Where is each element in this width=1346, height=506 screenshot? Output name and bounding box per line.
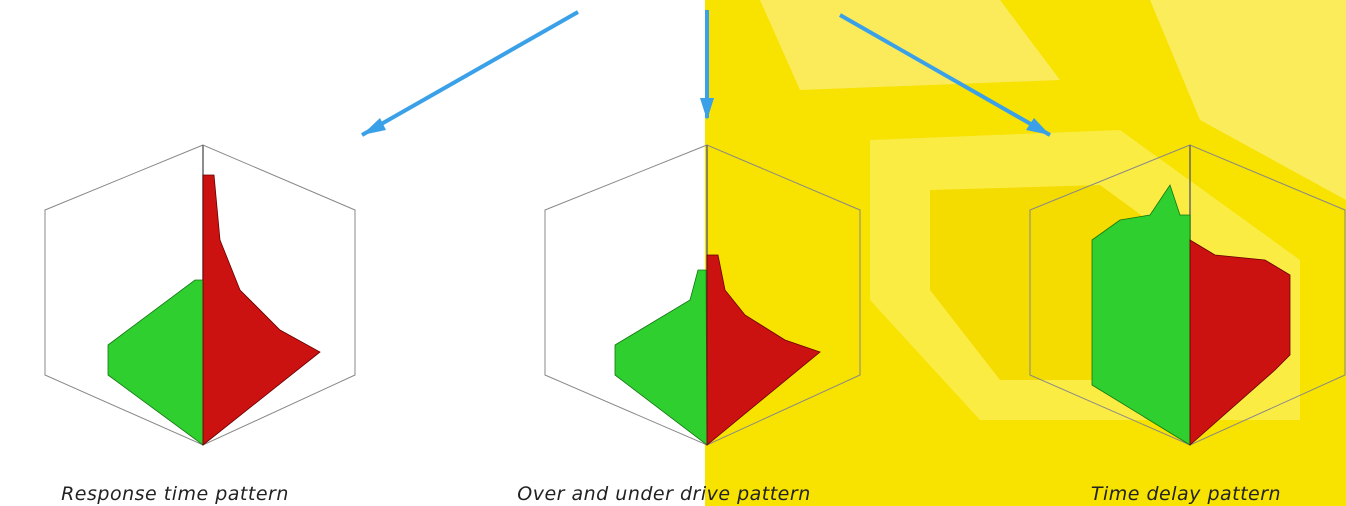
background-photo: [705, 0, 1346, 506]
arrow: [362, 12, 578, 135]
caption: Response time pattern: [61, 483, 289, 505]
caption: Over and under drive pattern: [517, 483, 810, 505]
green-bars: [108, 280, 203, 445]
figure: Response time pattern Over and under dri…: [0, 0, 1346, 506]
arrow-head: [362, 118, 386, 135]
chart-response-time: [45, 145, 355, 445]
red-bars: [203, 175, 320, 445]
caption: Time delay pattern: [1091, 483, 1281, 505]
green-bars: [615, 270, 707, 445]
